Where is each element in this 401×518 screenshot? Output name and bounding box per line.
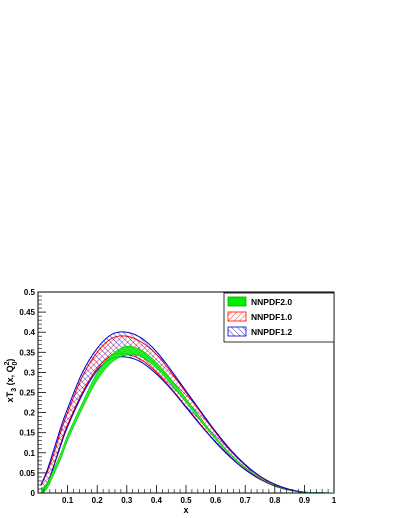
y-axis-label-sub2: 0 [12,361,19,365]
x-tick-label: 0.6 [210,496,222,505]
y-tick-label: 0.15 [19,429,35,438]
band-lower-nnpdf2-0 [40,354,334,493]
band-upper-nnpdf2-0 [40,345,334,493]
x-tick-label: 0.5 [180,496,192,505]
x-axis-label: x [183,505,188,515]
legend-swatch-nnpdf2-0 [227,296,247,307]
x-tick-label: 1 [332,496,337,505]
y-axis-title: xT3 (x, Q20) [4,359,19,403]
x-tick-label: 0.2 [92,496,104,505]
legend: NNPDF2.0 NNPDF1.0 NNPDF1.2 [223,292,335,343]
y-tick-label: 0.2 [24,409,36,418]
y-axis-label: xT3 (x, Q20) [4,359,19,403]
y-tick-label: 0.4 [24,328,36,337]
x-tick-label: 0.1 [62,496,74,505]
y-tick-label: 0.25 [19,389,35,398]
band-upper-nnpdf1-2 [40,331,334,493]
x-tick-label: 0.9 [299,496,311,505]
y-axis-label-close: ) [5,359,15,362]
y-tick-label: 0.1 [24,449,36,458]
axes: 0.1 0.2 0.3 0.4 0.5 0.6 0.7 0.8 0.9 1 0 0.05 0.1 0.15… [19,288,336,505]
y-axis-label-main: xT [5,391,15,402]
y-axis-label-sub: 3 [11,388,18,392]
x-axis-title: x [183,505,188,515]
y-tick-label: 0.05 [19,469,35,478]
legend-swatch-nnpdf1-0 [227,311,247,322]
x-tick-label: 0.4 [151,496,163,505]
y-tick-label: 0.5 [24,288,36,297]
y-tick-label: 0.45 [19,308,35,317]
bands [40,331,334,493]
legend-swatch-nnpdf1-2 [227,326,247,337]
x-tick-label: 0.7 [240,496,252,505]
y-tick-label: 0.35 [19,348,35,357]
legend-label-nnpdf2-0: NNPDF2.0 [251,297,292,307]
x-tick-label: 0.8 [269,496,281,505]
x-tick-label: 0.3 [121,496,133,505]
y-axis-label-sup: 2 [4,361,11,365]
legend-label-nnpdf1-0: NNPDF1.0 [251,312,292,322]
y-axis-label-args: (x, Q [5,365,15,385]
legend-label-nnpdf1-2: NNPDF1.2 [251,327,292,337]
y-tick-label: 0 [31,489,36,498]
y-tick-label: 0.3 [24,368,36,377]
